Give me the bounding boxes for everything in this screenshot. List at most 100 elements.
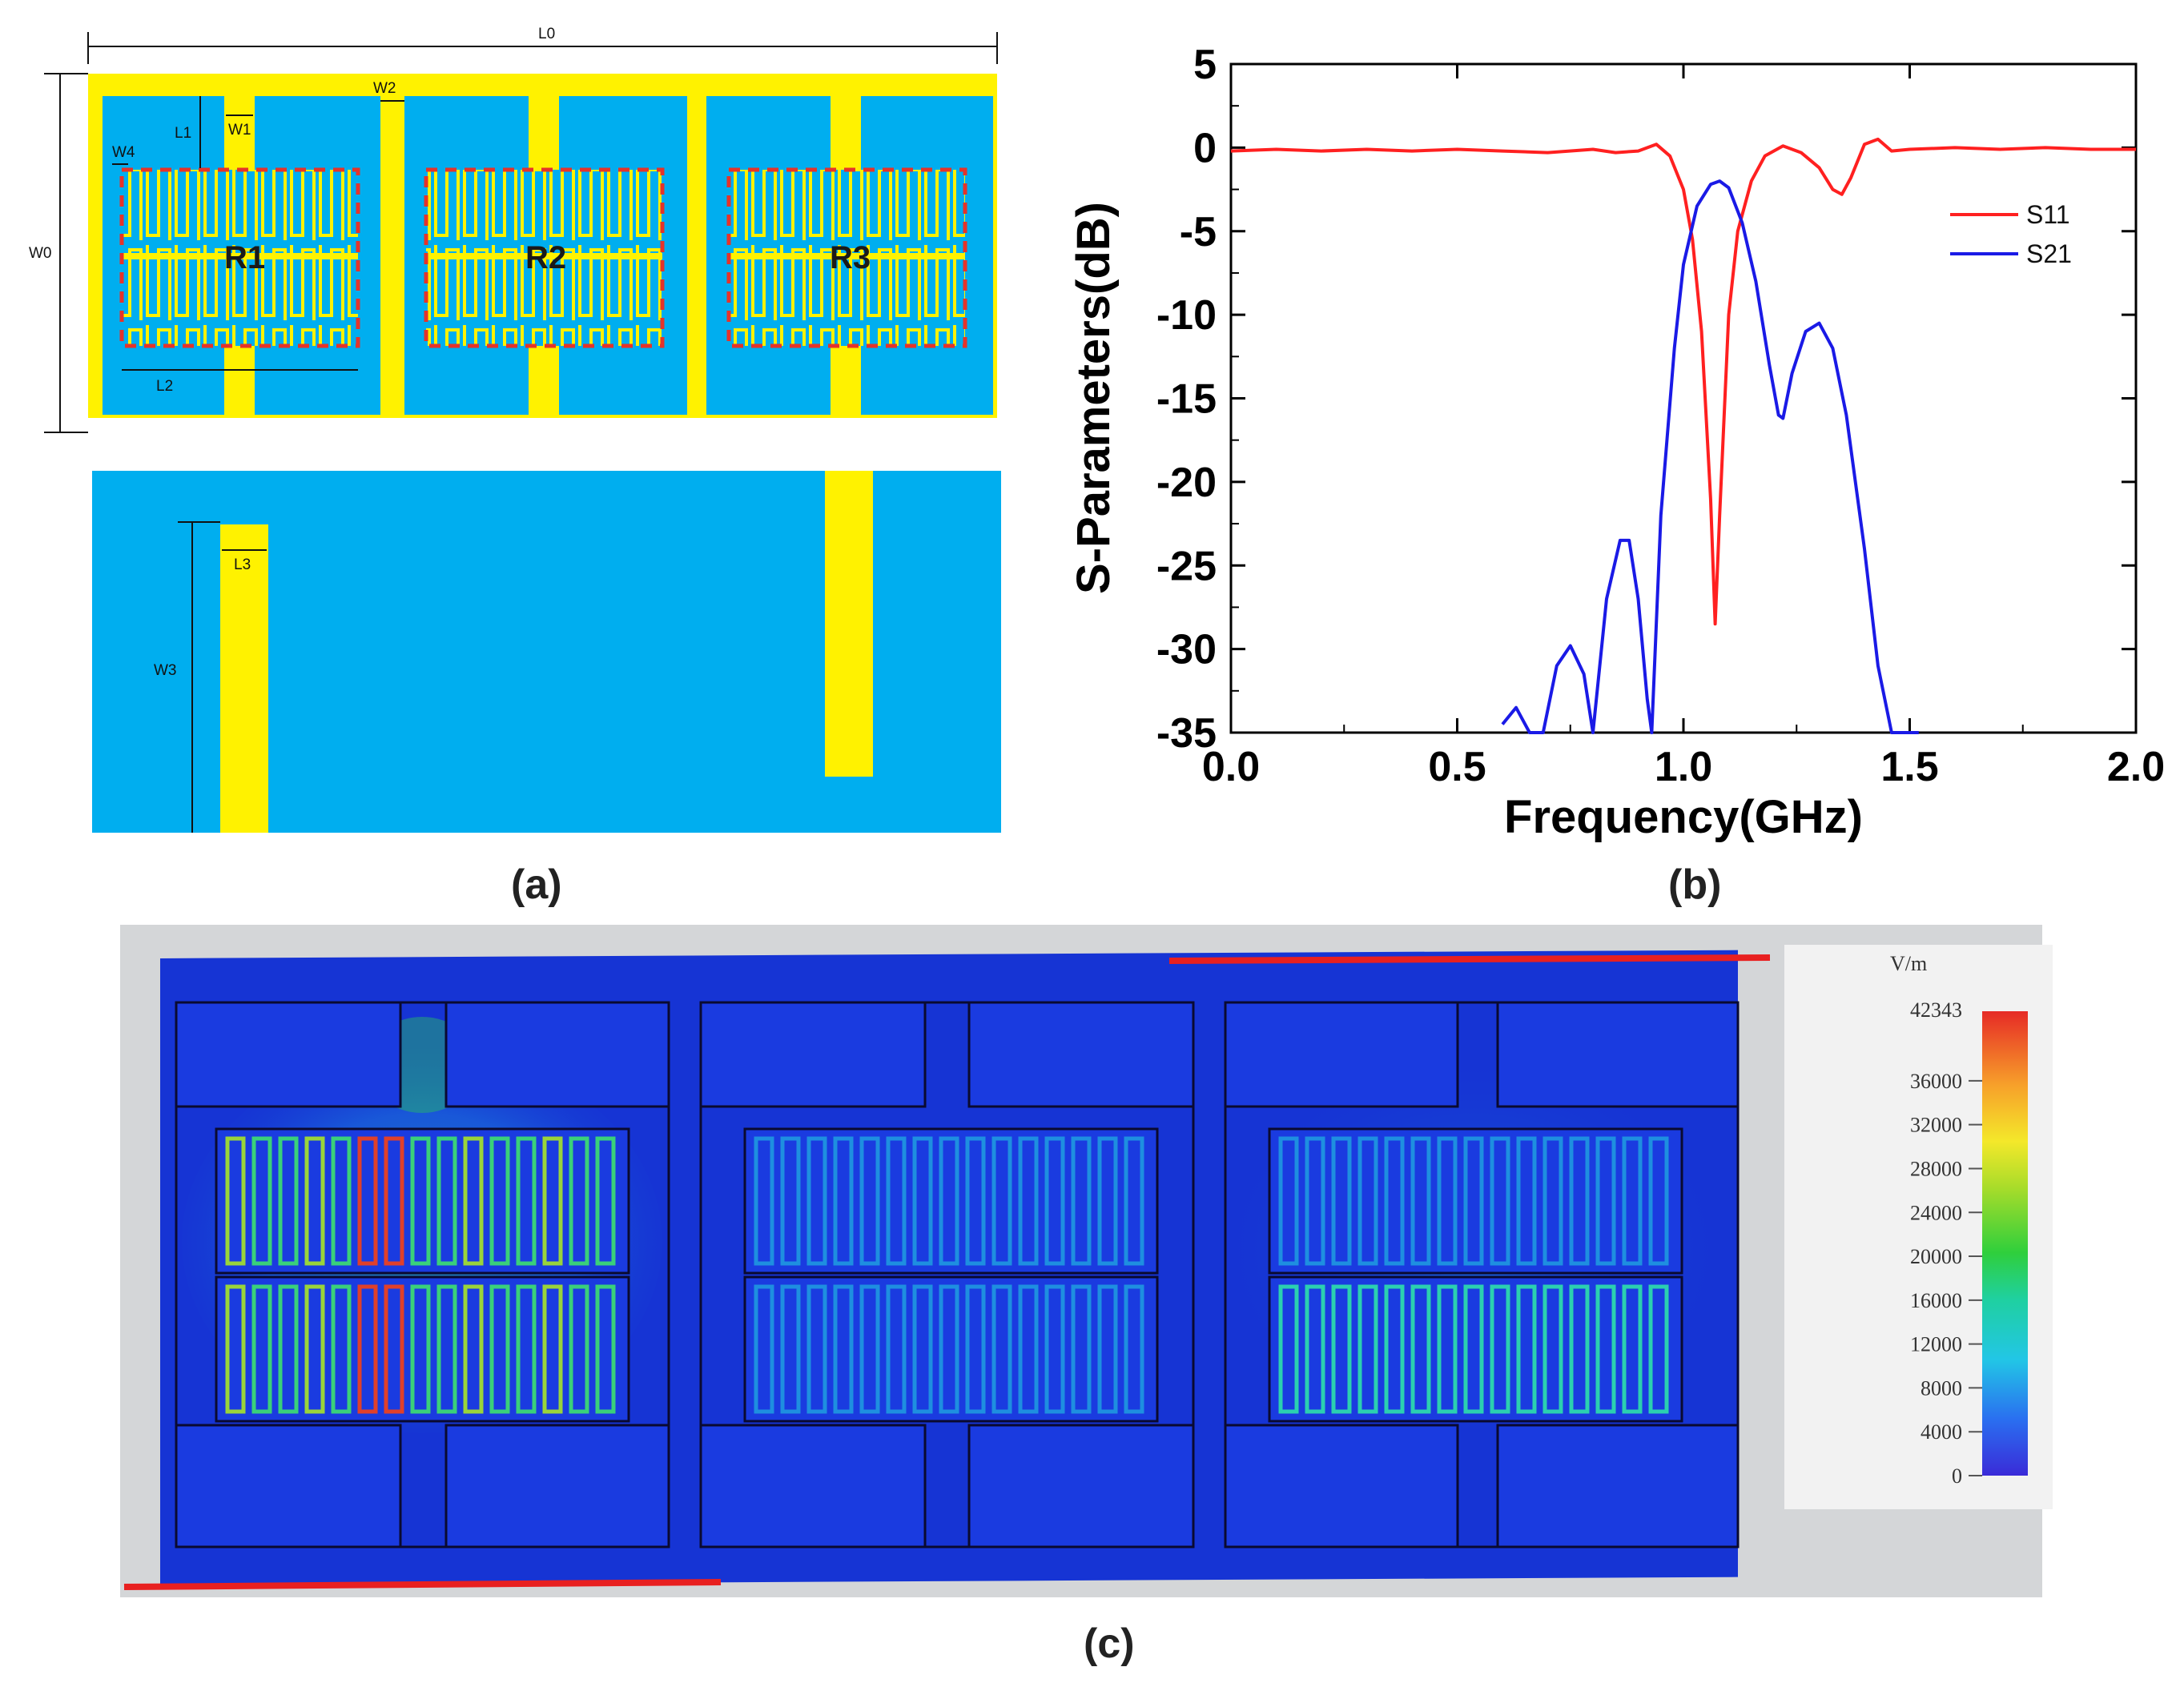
series-line-s11 (1230, 137, 2136, 626)
meander-finger (410, 1136, 431, 1266)
dim-label-w1: W1 (228, 122, 251, 139)
y-tick-label: -30 (1156, 627, 1217, 673)
meander-finger (806, 1284, 827, 1414)
meander-finger (1463, 1284, 1484, 1414)
meander-finger (806, 1136, 827, 1266)
meander-finger (304, 1284, 325, 1414)
panel-c-field-map: V/m 42343 36000 32000 28000 24000 20000 16000… (120, 925, 2053, 1667)
meander-finger (1071, 1284, 1092, 1414)
meander-finger (410, 1284, 431, 1414)
meander-finger (1331, 1136, 1352, 1266)
colorbar-unit: V/m (1890, 952, 1927, 975)
meander-finger (965, 1284, 986, 1414)
meander-finger (1569, 1136, 1590, 1266)
meander-finger (516, 1284, 537, 1414)
meander-finger (1384, 1284, 1405, 1414)
colorbar-tick-label: 28000 (1910, 1157, 1962, 1180)
meander-finger (569, 1136, 589, 1266)
legend: S11 S21 (1950, 200, 2072, 268)
x-tick-label: 0.0 (1202, 744, 1260, 790)
meander-finger (1542, 1284, 1563, 1414)
meander-finger (1331, 1284, 1352, 1414)
colorbar-tick-label: 24000 (1910, 1201, 1962, 1224)
bottom-feed-left (220, 524, 268, 833)
meander-finger (1648, 1284, 1669, 1414)
meander-finger (1124, 1284, 1144, 1414)
meander-finger (357, 1284, 378, 1414)
meander-finger (278, 1284, 299, 1414)
meander-finger (833, 1284, 854, 1414)
meander-finger (516, 1136, 537, 1266)
x-axis-title: Frequency(GHz) (1504, 791, 1863, 843)
meander-finger (463, 1136, 484, 1266)
x-tick-label: 2.0 (2107, 744, 2165, 790)
colorbar-tick-label: 36000 (1910, 1070, 1962, 1093)
meander-finger (1018, 1136, 1039, 1266)
meander-finger (1569, 1284, 1590, 1414)
panel-a-layout: L0 W0 R1 R2 (29, 26, 1001, 908)
meander-finger (357, 1136, 378, 1266)
resonator-r1: R1 (119, 167, 360, 348)
meander-finger (384, 1284, 404, 1414)
meander-finger (1357, 1284, 1378, 1414)
resonator-r2: R2 (424, 167, 665, 348)
meander-finger (859, 1136, 880, 1266)
meander-finger (1410, 1136, 1431, 1266)
meander-finger (489, 1284, 510, 1414)
meander-finger (1305, 1136, 1325, 1266)
meander-finger (991, 1136, 1012, 1266)
dim-label-w3: W3 (154, 662, 177, 679)
meander-finger (991, 1284, 1012, 1414)
plot-frame (1229, 62, 2138, 734)
meander-finger (542, 1136, 563, 1266)
meander-block (215, 1275, 630, 1423)
y-tick-label: 0 (1193, 125, 1217, 171)
meander-finger (542, 1284, 563, 1414)
meander-block (743, 1275, 1159, 1423)
meander-finger (754, 1136, 774, 1266)
meander-finger (1044, 1284, 1065, 1414)
meander-finger (859, 1284, 880, 1414)
meander-finger (1622, 1284, 1643, 1414)
meander-finger (886, 1136, 907, 1266)
y-tick-label: -10 (1156, 292, 1217, 339)
meander-finger (1516, 1284, 1537, 1414)
meander-finger (251, 1284, 272, 1414)
meander-finger (1097, 1284, 1118, 1414)
cell-outlines (175, 1001, 1740, 1548)
meander-resonators (215, 1127, 1683, 1423)
meander-finger (754, 1284, 774, 1414)
dim-label-w4: W4 (112, 144, 135, 161)
y-tick-label: -15 (1156, 376, 1217, 423)
meander-finger (1437, 1284, 1458, 1414)
colorbar-tick-label: 32000 (1910, 1114, 1962, 1137)
meander-finger (1357, 1136, 1378, 1266)
colorbar-ticks: 36000 32000 28000 24000 20000 16000 12000 8000 4… (1910, 1070, 1982, 1488)
panel-b-chart: 0.0 0.5 1.0 1.5 2.0 5 0 -5 -10 -15 -20 -25 -30 -35 Fr… (1068, 42, 2165, 908)
meander-finger (912, 1284, 933, 1414)
meander-finger (1516, 1136, 1537, 1266)
meander-block (1268, 1127, 1683, 1275)
meander-finger (251, 1136, 272, 1266)
meander-finger (912, 1136, 933, 1266)
meander-finger (1278, 1136, 1299, 1266)
colorbar-tick-label: 16000 (1910, 1289, 1962, 1312)
colorbar-tick-label: 4000 (1921, 1420, 1962, 1444)
meander-finger (1595, 1136, 1616, 1266)
meander-finger (225, 1136, 246, 1266)
y-tick-label: -20 (1156, 460, 1217, 506)
panel-label-a: (a) (511, 862, 562, 908)
series-group (1230, 137, 2136, 734)
meander-finger (886, 1284, 907, 1414)
meander-finger (331, 1284, 352, 1414)
y-axis-title: S-Parameters(dB) (1068, 202, 1120, 594)
meander-finger (304, 1136, 325, 1266)
meander-finger (436, 1136, 457, 1266)
meander-block (1268, 1275, 1683, 1423)
x-tick-label: 0.5 (1428, 744, 1486, 790)
y-tick-label: -5 (1180, 209, 1217, 255)
meander-finger (595, 1284, 616, 1414)
meander-finger (1384, 1136, 1405, 1266)
axis-ticks: 0.0 0.5 1.0 1.5 2.0 5 0 -5 -10 -15 -20 -25 -30 -35 (1156, 42, 2165, 790)
resonator-label-r1: R1 (224, 240, 265, 275)
